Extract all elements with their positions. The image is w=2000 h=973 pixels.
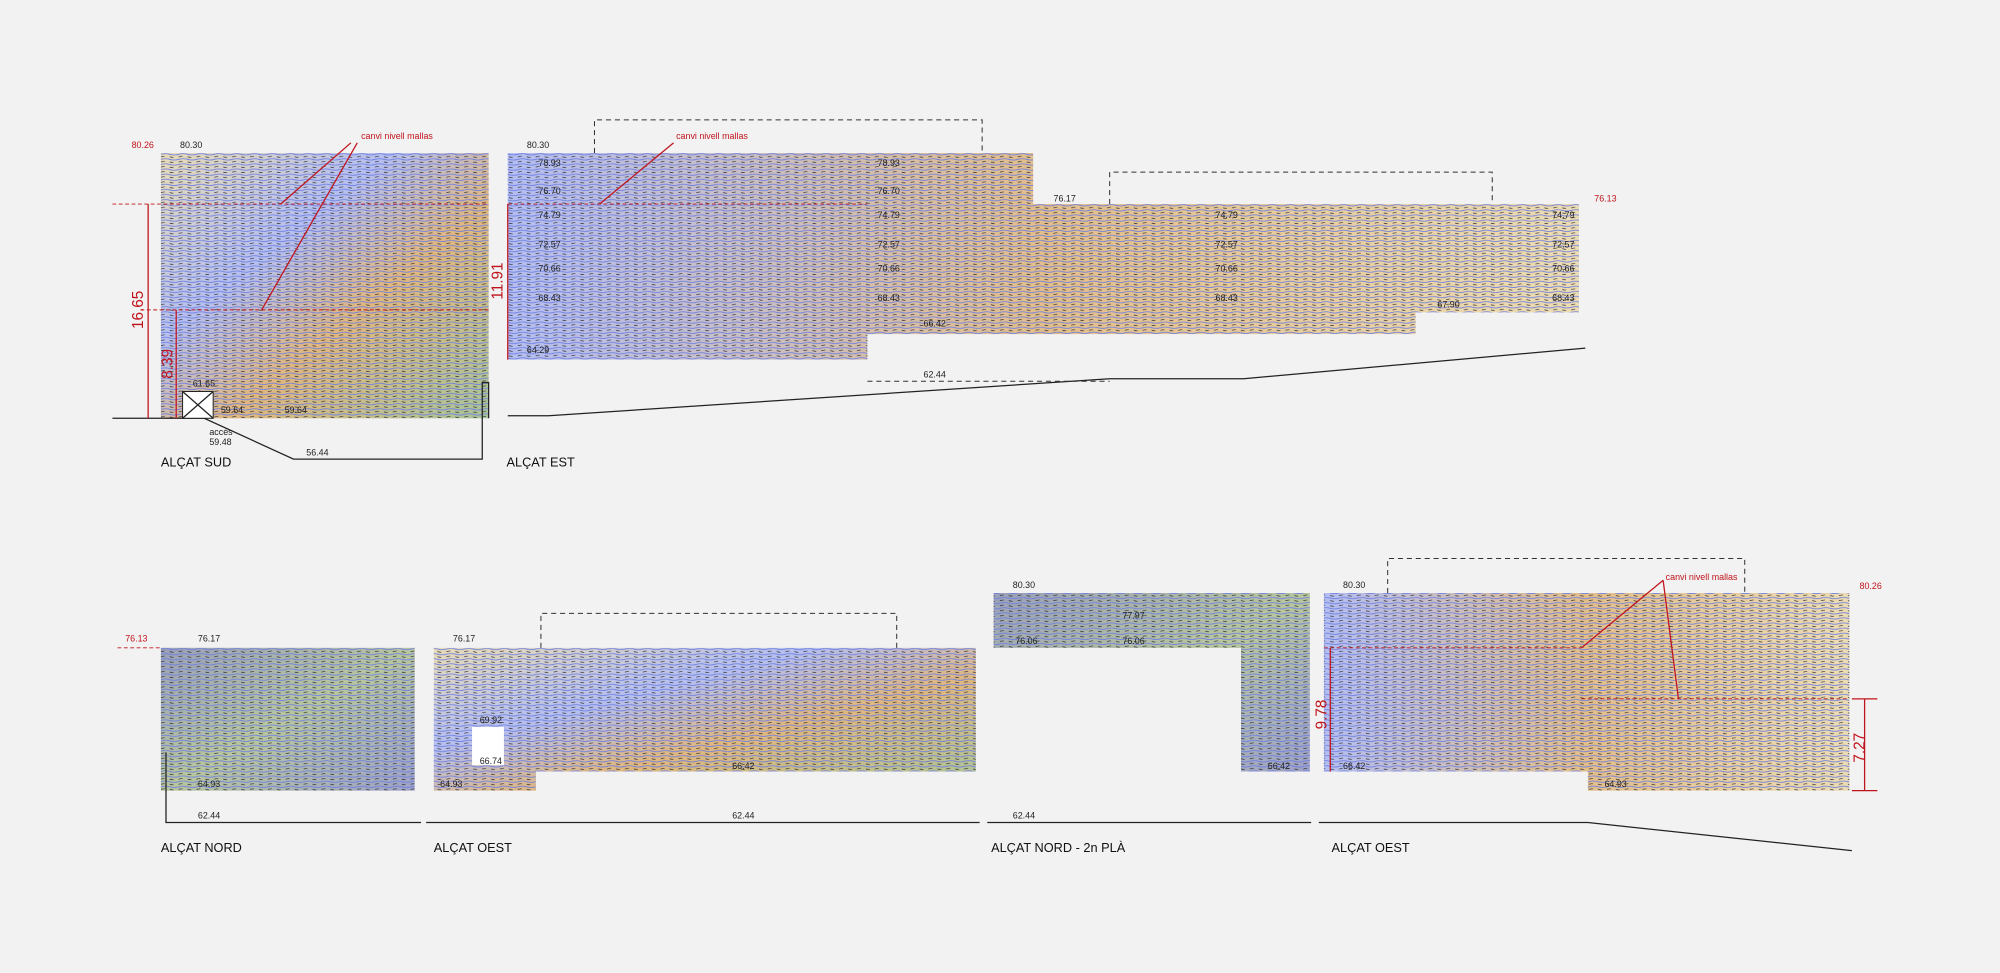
level: 74.79 <box>878 210 900 220</box>
level: 78.93 <box>538 158 560 168</box>
level: 80.26 <box>1860 581 1882 591</box>
title: ALÇAT NORD <box>161 840 242 855</box>
level: 74.79 <box>1216 210 1238 220</box>
dimension: 8.39 <box>159 349 176 379</box>
facade-oest <box>433 647 976 791</box>
level: 80.30 <box>180 140 202 150</box>
dimension: 16.65 <box>130 291 147 329</box>
level: 59.64 <box>221 405 243 415</box>
level: 76.70 <box>878 186 900 196</box>
level: 64.29 <box>527 345 549 355</box>
linework <box>112 119 1878 852</box>
level: 66.42 <box>732 761 754 771</box>
level: 72.57 <box>1552 239 1574 249</box>
level: 76.70 <box>538 186 560 196</box>
dimension: 11.91 <box>490 263 507 300</box>
level: 56.44 <box>306 447 328 457</box>
level: 76.06 <box>1122 636 1144 646</box>
dimension: 9.78 <box>1313 700 1330 730</box>
note: canvi nivell mallas <box>361 131 433 141</box>
level: 70.66 <box>1552 264 1574 274</box>
level: 66.42 <box>1343 761 1365 771</box>
level: 70.66 <box>1216 264 1238 274</box>
facades <box>160 153 1850 791</box>
facade-sud <box>160 153 489 419</box>
note: canvi nivell mallas <box>1666 572 1738 582</box>
title: ALÇAT SUD <box>161 455 231 470</box>
level: 64.93 <box>198 779 220 789</box>
level: 64.93 <box>440 779 462 789</box>
facade-est <box>507 153 1579 360</box>
dimension: 7.27 <box>1852 733 1869 763</box>
note: accés <box>209 427 233 437</box>
level: 72.57 <box>878 239 900 249</box>
title: ALÇAT OEST <box>1332 840 1410 855</box>
level: 68.43 <box>878 293 900 303</box>
level: 72.57 <box>538 239 560 249</box>
level: 77.97 <box>1122 610 1144 620</box>
level: 62.44 <box>198 811 220 821</box>
level: 76.06 <box>1015 636 1037 646</box>
level: 70.66 <box>878 264 900 274</box>
level: 68.43 <box>538 293 560 303</box>
facade-nord <box>160 647 415 791</box>
title: ALÇAT OEST <box>434 840 512 855</box>
level: 78.93 <box>878 158 900 168</box>
level: 59.48 <box>209 437 231 447</box>
level: 62.44 <box>923 369 945 379</box>
level: 66.74 <box>480 756 502 766</box>
level: 68.43 <box>1216 293 1238 303</box>
level: 80.26 <box>132 140 154 150</box>
title: ALÇAT EST <box>506 455 574 470</box>
facade-nord-2 <box>993 592 1310 772</box>
level: 76.17 <box>198 633 220 643</box>
level: 61.65 <box>193 378 215 388</box>
est-levels: 80.30 78.93 76.70 74.79 72.57 70.66 68.43 64.29… <box>527 140 1617 380</box>
labels: ALÇAT SUD 80.26 80.30 61.65 59.64 59.64 … <box>125 131 1882 855</box>
level: 59.64 <box>285 405 307 415</box>
facade-oest-2 <box>1323 592 1850 791</box>
level: 68.43 <box>1552 293 1574 303</box>
level: 67.90 <box>1437 299 1459 309</box>
level: 62.44 <box>1013 811 1035 821</box>
level: 80.30 <box>1343 580 1365 590</box>
title: ALÇAT NORD - 2n PLÀ <box>991 840 1126 855</box>
level: 69.92 <box>480 715 502 725</box>
level: 72.57 <box>1216 239 1238 249</box>
note: canvi nivell mallas <box>676 131 748 141</box>
level: 76.17 <box>1054 193 1076 203</box>
level: 62.44 <box>732 811 754 821</box>
level: 74.79 <box>538 210 560 220</box>
level: 80.30 <box>1013 580 1035 590</box>
level: 76.13 <box>125 633 147 643</box>
level: 80.30 <box>527 140 549 150</box>
level: 64.93 <box>1604 779 1626 789</box>
level: 76.13 <box>1594 193 1616 203</box>
level: 76.17 <box>453 633 475 643</box>
level: 70.66 <box>538 264 560 274</box>
level: 74.79 <box>1552 210 1574 220</box>
level: 66.42 <box>1268 761 1290 771</box>
level: 66.42 <box>923 318 945 328</box>
